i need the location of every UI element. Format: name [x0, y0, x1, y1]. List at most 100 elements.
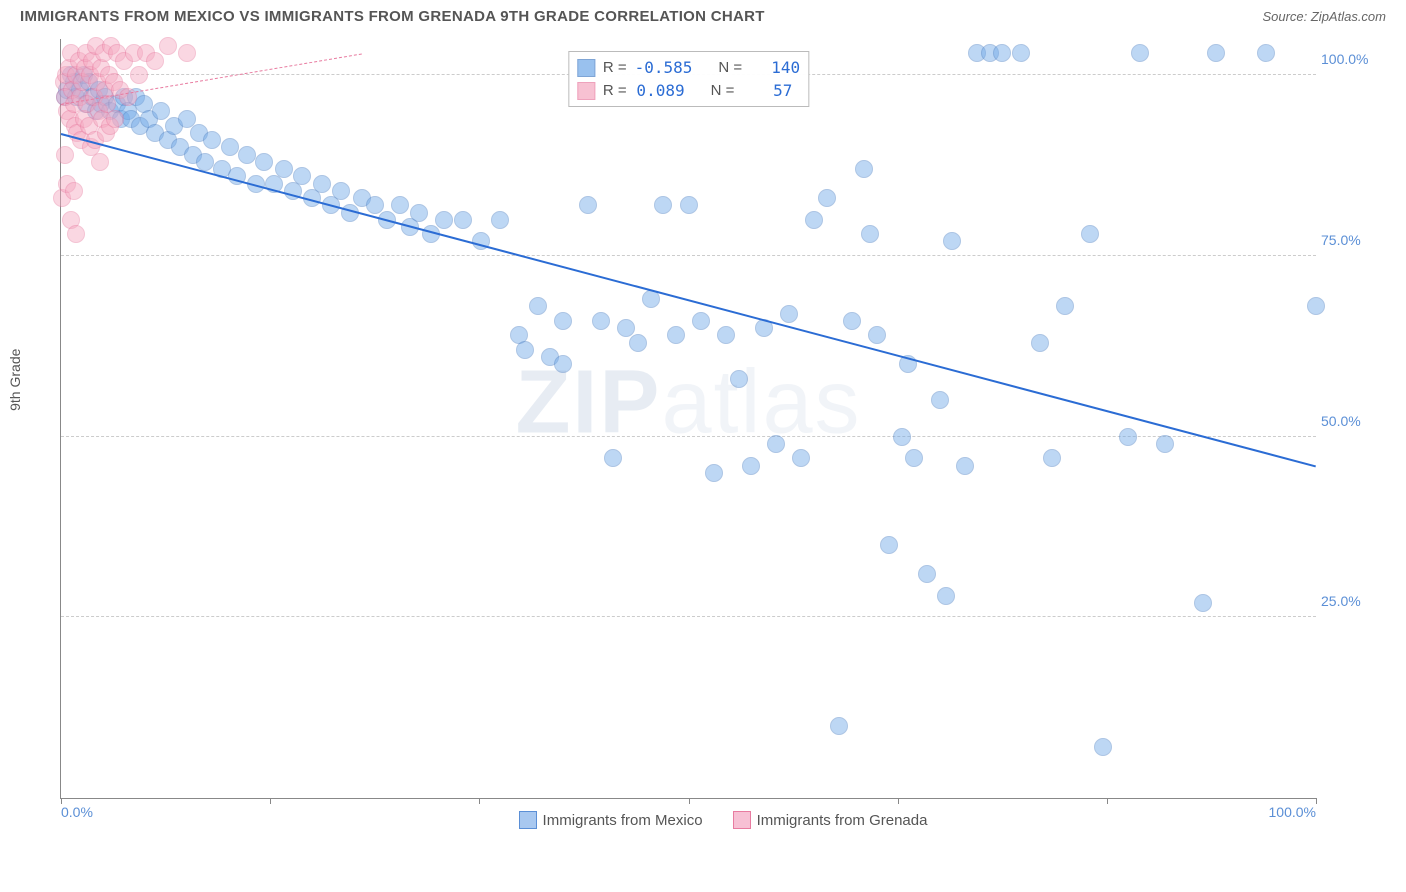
scatter-point [1257, 44, 1275, 62]
scatter-point [221, 138, 239, 156]
scatter-point [579, 196, 597, 214]
scatter-point [67, 225, 85, 243]
x-tick-mark [1107, 798, 1108, 804]
scatter-point [1194, 594, 1212, 612]
scatter-point [937, 587, 955, 605]
scatter-point [767, 435, 785, 453]
scatter-point [654, 196, 672, 214]
stat-r-label: R = [603, 82, 627, 99]
scatter-point [742, 457, 760, 475]
gridline-h [61, 255, 1316, 256]
x-tick-mark [689, 798, 690, 804]
scatter-point [196, 153, 214, 171]
scatter-point [391, 196, 409, 214]
scatter-point [943, 232, 961, 250]
scatter-point [956, 457, 974, 475]
scatter-point [880, 536, 898, 554]
trend-line [61, 133, 1317, 467]
scatter-point [868, 326, 886, 344]
scatter-point [855, 160, 873, 178]
legend-swatch [577, 59, 595, 77]
plot-area: ZIPatlas R =-0.585N =140R =0.089N =57 25… [60, 39, 1316, 799]
scatter-point [667, 326, 685, 344]
x-tick-mark [479, 798, 480, 804]
scatter-point [1207, 44, 1225, 62]
scatter-point [255, 153, 273, 171]
scatter-point [861, 225, 879, 243]
scatter-point [692, 312, 710, 330]
bottom-legend-item: Immigrants from Mexico [519, 811, 703, 829]
scatter-point [843, 312, 861, 330]
scatter-point [1156, 435, 1174, 453]
scatter-point [491, 211, 509, 229]
x-tick-mark [1316, 798, 1317, 804]
scatter-point [1043, 449, 1061, 467]
y-tick-label: 25.0% [1321, 593, 1376, 609]
scatter-point [146, 52, 164, 70]
scatter-point [529, 297, 547, 315]
y-tick-label: 75.0% [1321, 232, 1376, 248]
legend-swatch [733, 811, 751, 829]
scatter-point [178, 44, 196, 62]
y-axis-label: 9th Grade [7, 349, 23, 411]
scatter-point [516, 341, 534, 359]
scatter-point [159, 37, 177, 55]
scatter-point [332, 182, 350, 200]
scatter-point [203, 131, 221, 149]
scatter-point [313, 175, 331, 193]
scatter-point [435, 211, 453, 229]
scatter-point [454, 211, 472, 229]
scatter-point [1307, 297, 1325, 315]
x-tick-mark [270, 798, 271, 804]
scatter-point [818, 189, 836, 207]
stat-r-value: 0.089 [635, 81, 685, 100]
legend-label: Immigrants from Grenada [757, 812, 928, 829]
scatter-point [629, 334, 647, 352]
scatter-point [130, 66, 148, 84]
bottom-legend-item: Immigrants from Grenada [733, 811, 928, 829]
title-bar: IMMIGRANTS FROM MEXICO VS IMMIGRANTS FRO… [0, 0, 1406, 29]
scatter-point [604, 449, 622, 467]
legend-label: Immigrants from Mexico [543, 812, 703, 829]
legend-stats-box: R =-0.585N =140R =0.089N =57 [568, 51, 809, 107]
scatter-point [91, 153, 109, 171]
scatter-point [1056, 297, 1074, 315]
scatter-point [592, 312, 610, 330]
scatter-point [730, 370, 748, 388]
source-label: Source: ZipAtlas.com [1262, 9, 1386, 24]
scatter-point [293, 167, 311, 185]
scatter-point [410, 204, 428, 222]
scatter-point [1081, 225, 1099, 243]
stat-n-label: N = [718, 59, 742, 76]
scatter-point [56, 146, 74, 164]
scatter-point [275, 160, 293, 178]
scatter-point [554, 355, 572, 373]
scatter-point [65, 182, 83, 200]
scatter-point [830, 717, 848, 735]
bottom-legend: Immigrants from Mexico Immigrants from Gr… [60, 811, 1386, 829]
stat-n-value: 140 [750, 58, 800, 77]
scatter-point [1012, 44, 1030, 62]
scatter-point [717, 326, 735, 344]
scatter-point [905, 449, 923, 467]
stat-r-value: -0.585 [635, 58, 693, 77]
legend-swatch [519, 811, 537, 829]
legend-stats-row: R =0.089N =57 [577, 79, 800, 102]
legend-swatch [577, 82, 595, 100]
x-tick-mark [898, 798, 899, 804]
scatter-point [1119, 428, 1137, 446]
scatter-point [680, 196, 698, 214]
stat-r-label: R = [603, 59, 627, 76]
scatter-point [893, 428, 911, 446]
stat-n-value: 57 [742, 81, 792, 100]
gridline-h [61, 616, 1316, 617]
scatter-point [238, 146, 256, 164]
scatter-point [993, 44, 1011, 62]
scatter-point [119, 88, 137, 106]
scatter-point [106, 110, 124, 128]
chart-container: 9th Grade ZIPatlas R =-0.585N =140R =0.0… [60, 29, 1386, 839]
scatter-point [1131, 44, 1149, 62]
legend-stats-row: R = -0.585 N = 140 [577, 56, 800, 79]
scatter-point [705, 464, 723, 482]
scatter-point [554, 312, 572, 330]
